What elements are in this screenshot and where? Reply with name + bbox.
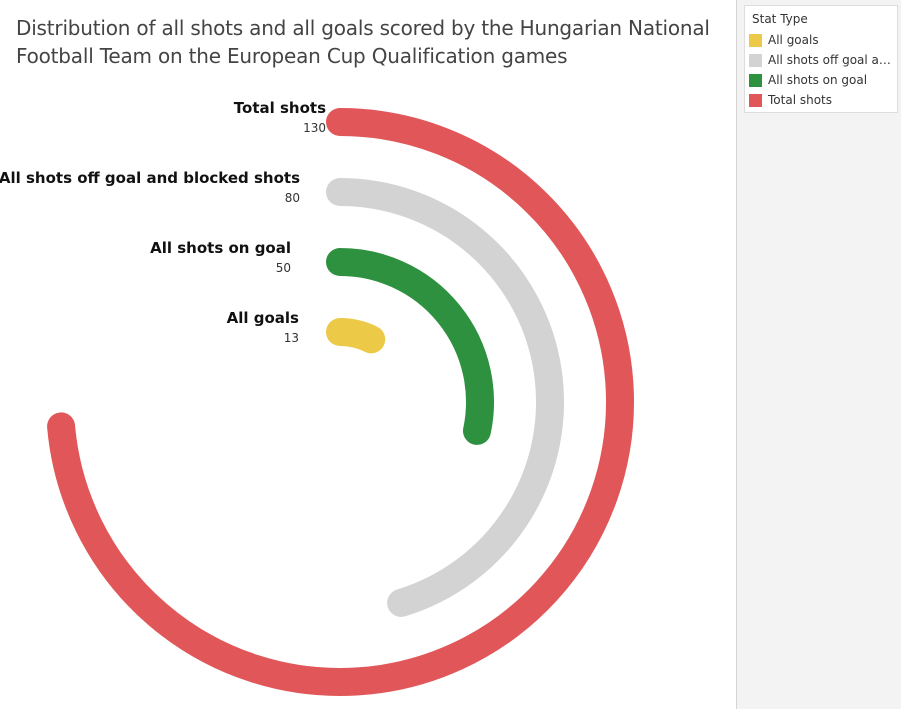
- legend-swatch: [749, 93, 762, 107]
- ring-label-all-goals: All goals: [227, 309, 299, 327]
- legend-label: All shots off goal and..: [768, 53, 894, 67]
- ring-label-all-shots-off-goal-and-blocked-shots: All shots off goal and blocked shots: [0, 169, 300, 187]
- ring-arc-all-shots-off-goal-and-blocked-shots[interactable]: [326, 178, 564, 617]
- chart-title: Distribution of all shots and all goals …: [16, 16, 710, 68]
- ring-arc-total-shots[interactable]: [47, 108, 634, 696]
- legend-item-on-goal[interactable]: All shots on goal: [745, 70, 897, 90]
- legend-label: All goals: [768, 33, 819, 47]
- legend-item-all-goals[interactable]: All goals: [745, 30, 897, 50]
- legend-swatch: [749, 73, 762, 87]
- legend-swatch: [749, 53, 762, 67]
- legend-title: Stat Type: [752, 12, 808, 26]
- ring-value-all-shots-on-goal: 50: [276, 261, 291, 275]
- ring-arc-all-goals[interactable]: [326, 318, 386, 354]
- ring-value-all-goals: 13: [284, 331, 299, 345]
- ring-value-all-shots-off-goal-and-blocked-shots: 80: [285, 191, 300, 205]
- ring-value-total-shots: 130: [303, 121, 326, 135]
- legend-item-off-goal[interactable]: All shots off goal and..: [745, 50, 897, 70]
- legend: Stat Type All goals All shots off goal a…: [744, 5, 898, 113]
- ring-label-total-shots: Total shots: [234, 99, 326, 117]
- legend-swatch: [749, 33, 762, 47]
- ring-arc-all-shots-on-goal[interactable]: [326, 248, 494, 445]
- legend-label: Total shots: [768, 93, 832, 107]
- legend-item-total-shots[interactable]: Total shots: [745, 90, 897, 110]
- legend-label: All shots on goal: [768, 73, 868, 87]
- radial-bar-chart: Total shots 130 All shots off goal and blo…: [0, 99, 634, 696]
- viz-panel: Distribution of all shots and all goals …: [0, 0, 737, 709]
- ring-label-all-shots-on-goal: All shots on goal: [150, 239, 291, 257]
